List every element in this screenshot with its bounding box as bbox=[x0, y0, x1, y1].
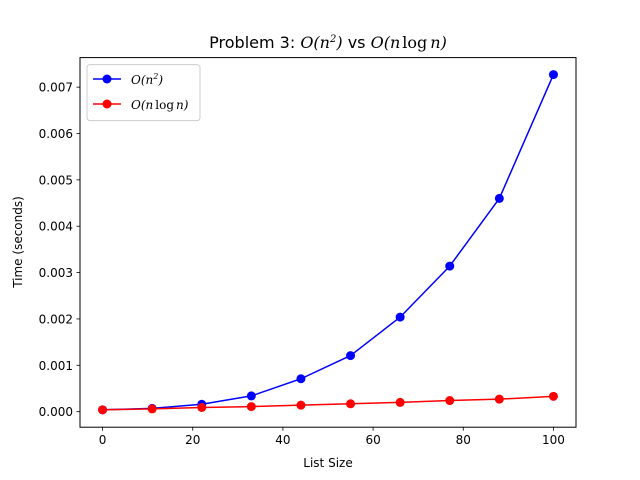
legend-label-n-squared: O(n2) bbox=[131, 72, 163, 87]
legend-marker-n-squared bbox=[102, 74, 112, 84]
y-tick-label: 0.006 bbox=[39, 127, 73, 141]
x-tick-label: 40 bbox=[275, 433, 290, 447]
y-axis-ticks: 0.000 0.001 0.002 0.003 0.004 0.005 0.006 0.007 bbox=[39, 81, 80, 419]
data-point-n-log-n bbox=[147, 404, 157, 414]
data-point-n-squared bbox=[494, 193, 504, 203]
y-axis-label: Time (seconds) bbox=[11, 196, 25, 289]
series-line-n-squared bbox=[102, 74, 555, 411]
data-point-n-squared bbox=[346, 351, 356, 361]
legend: O(n2) O(n log n) bbox=[86, 64, 201, 122]
x-axis-label: List Size bbox=[303, 456, 352, 470]
y-tick-label: 0.002 bbox=[39, 312, 73, 326]
data-point-n-log-n bbox=[346, 399, 356, 409]
plot-markers bbox=[98, 70, 558, 415]
data-point-n-log-n bbox=[395, 397, 405, 407]
data-point-n-log-n bbox=[197, 402, 207, 412]
y-tick-label: 0.001 bbox=[39, 359, 73, 373]
x-tick-label: 20 bbox=[185, 433, 200, 447]
legend-label-n-log-n: O(n log n) bbox=[131, 98, 189, 112]
y-tick-label: 0.005 bbox=[39, 173, 73, 187]
series-line-n-log-n bbox=[102, 395, 554, 411]
data-point-n-log-n bbox=[98, 405, 108, 415]
x-tick-label: 60 bbox=[365, 433, 380, 447]
plot-lines bbox=[102, 74, 555, 411]
y-tick-label: 0.007 bbox=[39, 81, 73, 95]
data-point-n-log-n bbox=[494, 394, 504, 404]
x-axis-ticks: 0 20 40 60 80 100 bbox=[99, 427, 565, 447]
plot-area-frame bbox=[79, 57, 577, 428]
data-point-n-log-n bbox=[548, 391, 558, 401]
data-point-n-squared bbox=[296, 374, 306, 384]
data-point-n-log-n bbox=[296, 400, 306, 410]
x-tick-label: 0 bbox=[99, 433, 107, 447]
x-tick-label: 80 bbox=[456, 433, 471, 447]
data-point-n-squared bbox=[548, 70, 558, 80]
data-point-n-log-n bbox=[246, 402, 256, 412]
y-tick-label: 0.000 bbox=[39, 405, 73, 419]
data-point-n-log-n bbox=[445, 396, 455, 406]
x-tick-label: 100 bbox=[542, 433, 565, 447]
data-point-n-squared bbox=[246, 391, 256, 401]
data-point-n-squared bbox=[395, 312, 405, 322]
y-tick-label: 0.004 bbox=[39, 220, 73, 234]
data-point-n-squared bbox=[445, 261, 455, 271]
chart-title: Problem 3: O(n2) vs O(n log n) bbox=[209, 33, 447, 52]
legend-marker-n-log-n bbox=[102, 99, 112, 109]
y-tick-label: 0.003 bbox=[39, 266, 73, 280]
